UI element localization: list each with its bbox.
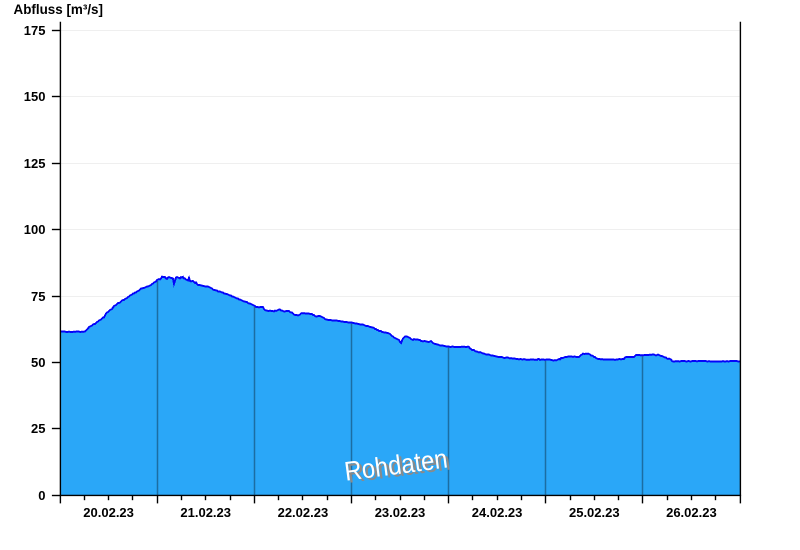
svg-text:0: 0 bbox=[38, 488, 45, 503]
svg-text:22.02.23: 22.02.23 bbox=[278, 505, 329, 520]
svg-text:23.02.23: 23.02.23 bbox=[375, 505, 426, 520]
svg-text:150: 150 bbox=[24, 89, 46, 104]
svg-text:175: 175 bbox=[24, 23, 46, 38]
svg-text:50: 50 bbox=[31, 355, 45, 370]
svg-text:21.02.23: 21.02.23 bbox=[180, 505, 231, 520]
svg-text:25: 25 bbox=[31, 421, 45, 436]
svg-text:26.02.23: 26.02.23 bbox=[666, 505, 717, 520]
svg-text:24.02.23: 24.02.23 bbox=[472, 505, 523, 520]
svg-text:Abfluss [m³/s]: Abfluss [m³/s] bbox=[14, 2, 104, 17]
svg-text:25.02.23: 25.02.23 bbox=[569, 505, 620, 520]
svg-text:20.02.23: 20.02.23 bbox=[83, 505, 134, 520]
svg-text:100: 100 bbox=[24, 222, 46, 237]
svg-text:75: 75 bbox=[31, 289, 45, 304]
svg-text:125: 125 bbox=[24, 156, 46, 171]
